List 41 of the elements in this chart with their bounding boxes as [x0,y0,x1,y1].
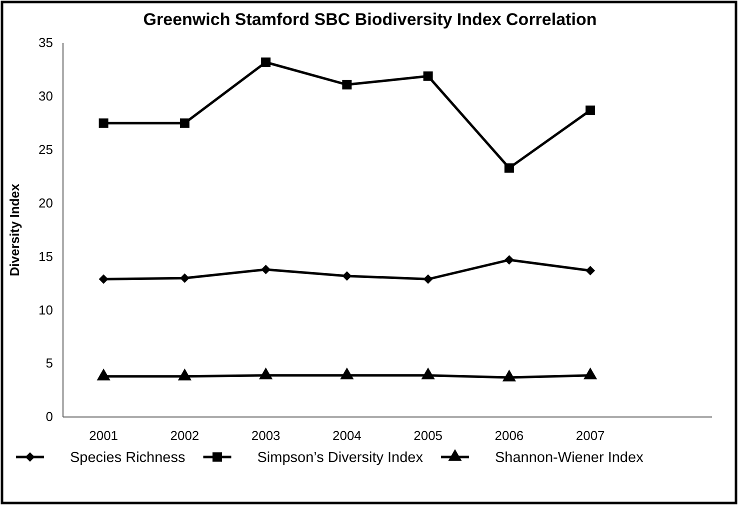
x-tick-label: 2003 [251,428,280,444]
y-tick-label: 5 [46,356,53,371]
y-axis-title: Diversity Index [7,182,22,276]
point [502,370,516,382]
x-tick-label: 2007 [576,428,605,444]
y-tick-label: 0 [46,409,53,424]
y-tick-label: 10 [38,302,53,318]
legend-label: Species Richness [70,450,186,466]
y-tick-label: 25 [38,142,53,158]
x-tick-label: 2001 [89,428,118,444]
point [504,255,514,265]
x-tick-label: 2005 [414,428,443,444]
point [584,367,598,380]
point [586,266,596,276]
x-tick-label: 2006 [494,428,524,444]
y-tick-label: 15 [38,248,53,264]
point [342,271,352,281]
point [180,273,190,283]
point [504,163,514,173]
point [98,274,108,284]
legend-label: Shannon-Wiener Index [495,450,644,466]
x-tick-label: 2002 [170,428,200,444]
point [178,368,192,380]
chart-title: Greenwich Stamford SBC Biodiversity Index Correlation [143,10,597,29]
point [423,71,433,81]
point [423,274,433,284]
y-tick-label: 20 [38,195,53,210]
point [180,118,190,128]
point [96,368,110,380]
point [340,367,354,380]
point [98,118,108,128]
point [261,57,271,67]
y-tick-label: 30 [38,88,53,104]
point [342,80,352,90]
point [261,264,271,274]
point [421,367,435,380]
legend-label: Simpson’s Diversity Index [257,450,424,466]
point [586,106,596,116]
y-tick-label: 35 [38,35,53,50]
x-tick-label: 2004 [332,428,362,444]
point [259,367,273,380]
